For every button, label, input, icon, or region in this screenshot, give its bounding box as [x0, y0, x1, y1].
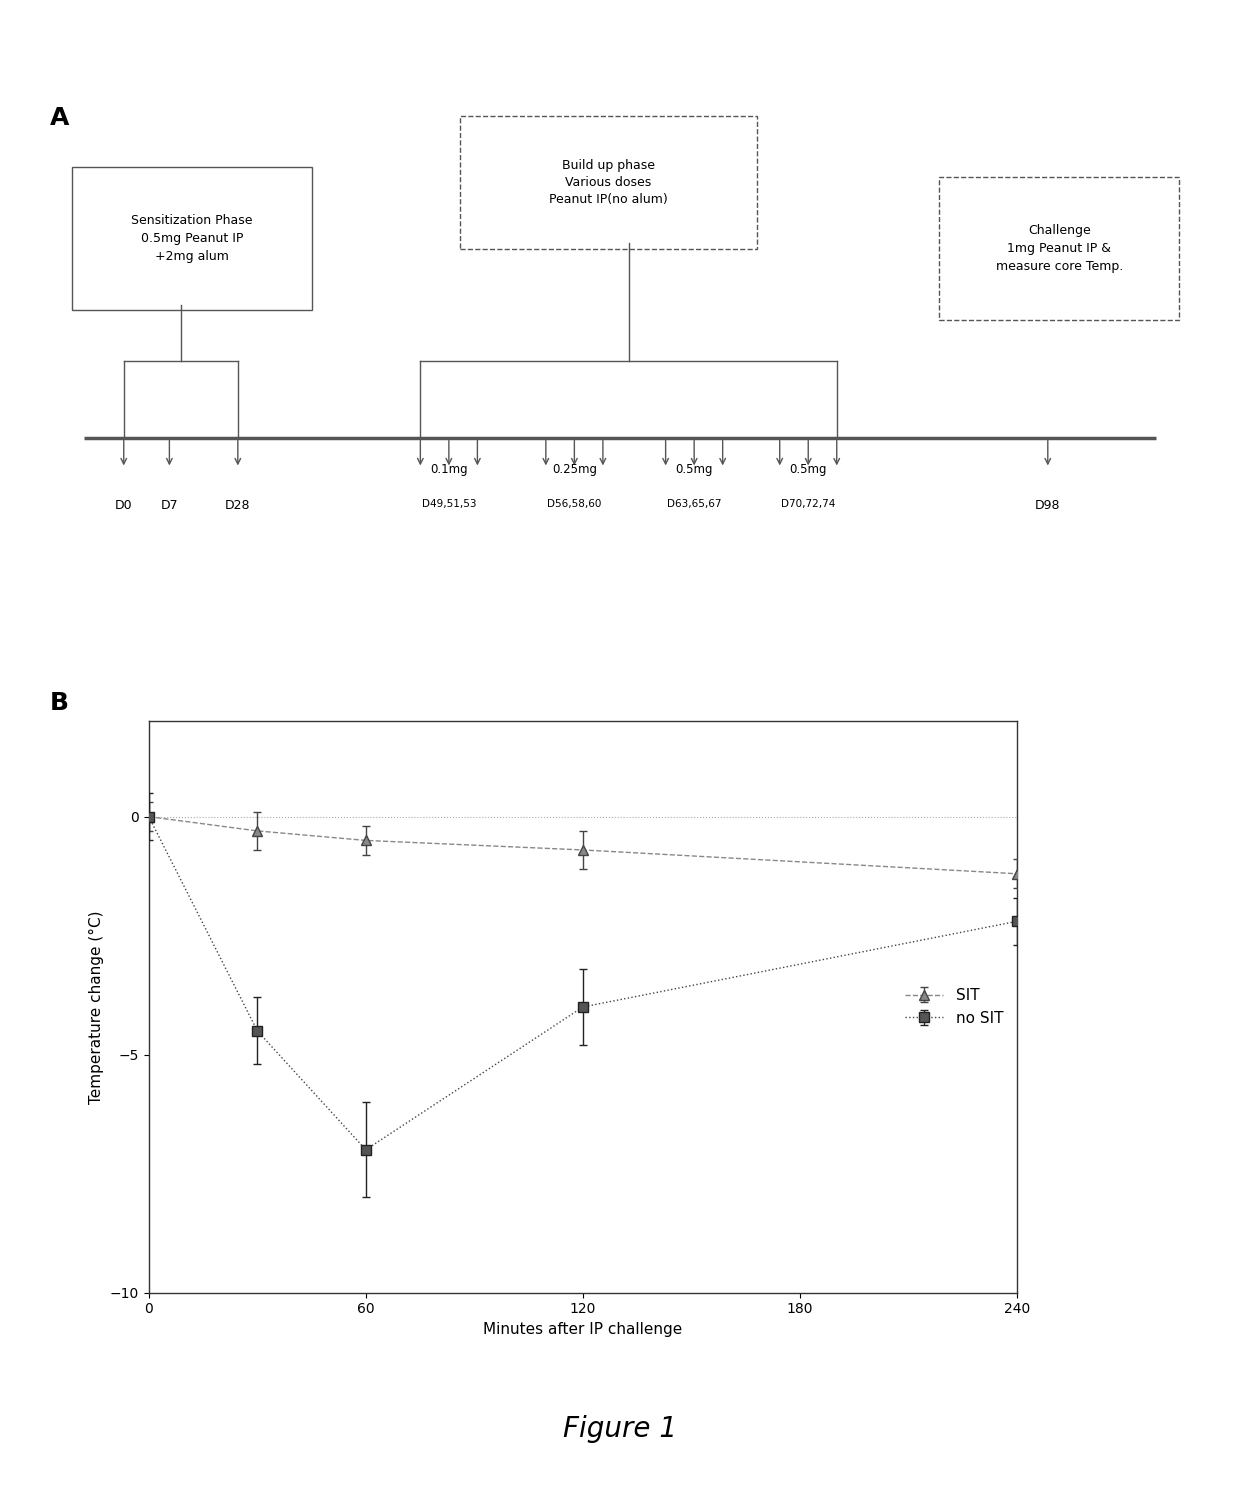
- Text: D49,51,53: D49,51,53: [422, 499, 476, 510]
- Text: B: B: [50, 691, 68, 715]
- FancyBboxPatch shape: [940, 177, 1179, 320]
- Text: D70,72,74: D70,72,74: [781, 499, 836, 510]
- X-axis label: Minutes after IP challenge: Minutes after IP challenge: [484, 1321, 682, 1336]
- Text: D63,65,67: D63,65,67: [667, 499, 722, 510]
- Text: 0.5mg: 0.5mg: [790, 463, 827, 476]
- Text: Sensitization Phase
0.5mg Peanut IP
+2mg alum: Sensitization Phase 0.5mg Peanut IP +2mg…: [131, 213, 253, 263]
- Text: D7: D7: [160, 499, 179, 513]
- Text: D0: D0: [115, 499, 133, 513]
- Text: Build up phase
Various doses
Peanut IP(no alum): Build up phase Various doses Peanut IP(n…: [549, 159, 668, 206]
- Y-axis label: Temperature change (°C): Temperature change (°C): [89, 911, 104, 1103]
- Text: 0.25mg: 0.25mg: [552, 463, 596, 476]
- Legend: SIT, no SIT: SIT, no SIT: [899, 981, 1009, 1033]
- FancyBboxPatch shape: [72, 167, 312, 310]
- Text: 0.1mg: 0.1mg: [430, 463, 467, 476]
- Text: D56,58,60: D56,58,60: [547, 499, 601, 510]
- Text: D28: D28: [226, 499, 250, 513]
- Text: Challenge
1mg Peanut IP &
measure core Temp.: Challenge 1mg Peanut IP & measure core T…: [996, 224, 1123, 274]
- Text: Figure 1: Figure 1: [563, 1414, 677, 1443]
- Text: A: A: [50, 105, 69, 129]
- Text: 0.5mg: 0.5mg: [676, 463, 713, 476]
- Text: D98: D98: [1035, 499, 1060, 513]
- FancyBboxPatch shape: [460, 116, 756, 248]
